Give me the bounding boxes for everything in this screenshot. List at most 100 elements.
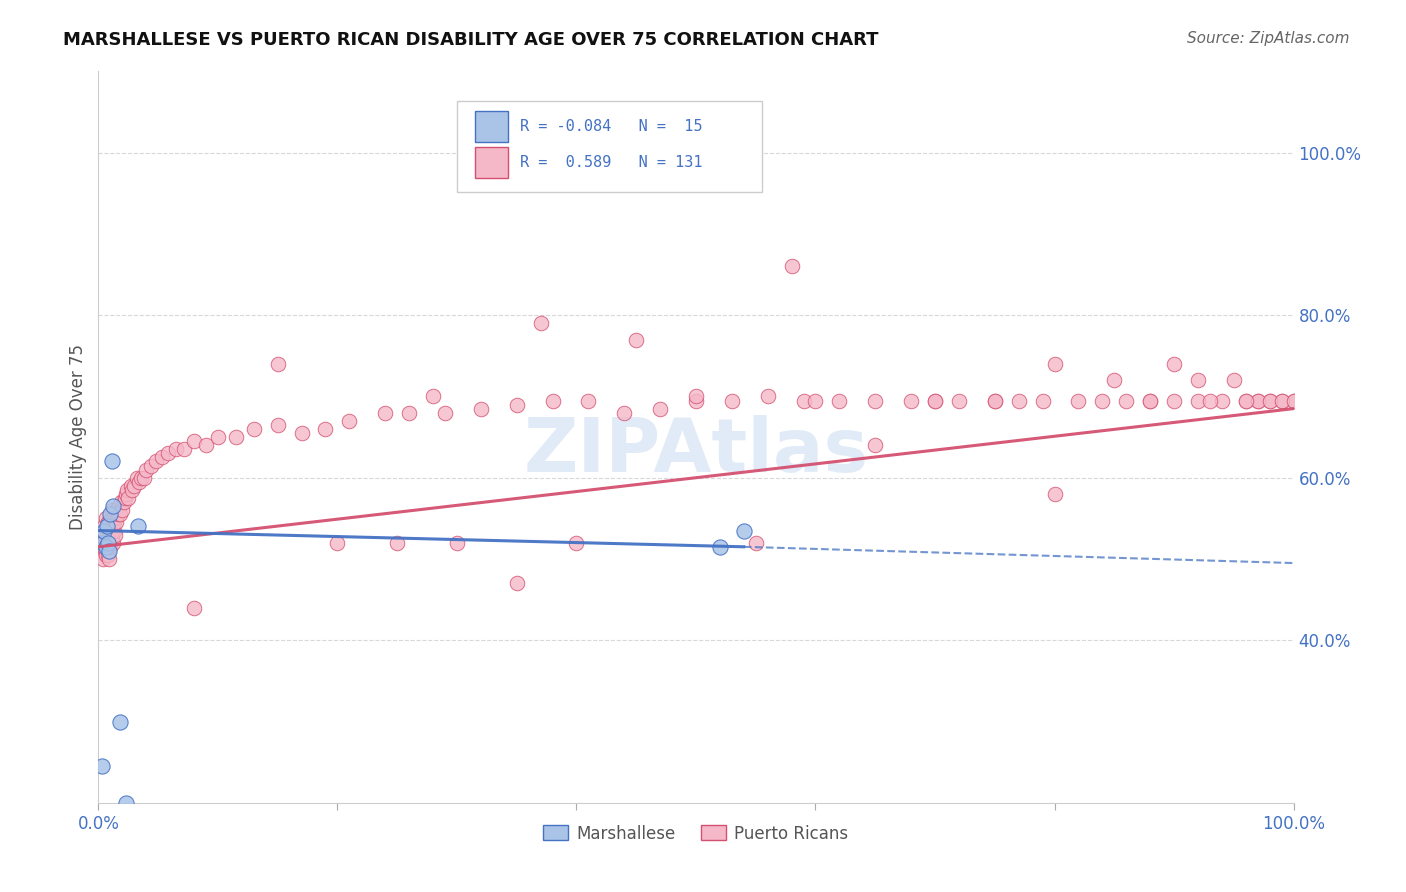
Point bbox=[1258, 393, 1281, 408]
Point bbox=[326, 535, 349, 549]
Point bbox=[225, 430, 247, 444]
Point bbox=[1163, 357, 1185, 371]
Point bbox=[315, 422, 337, 436]
Point bbox=[565, 535, 588, 549]
Point bbox=[115, 796, 138, 810]
Point bbox=[117, 491, 139, 505]
Point bbox=[101, 535, 124, 549]
Point bbox=[1187, 373, 1209, 387]
Point bbox=[1163, 393, 1185, 408]
Legend: Marshallese, Puerto Ricans: Marshallese, Puerto Ricans bbox=[537, 818, 855, 849]
Point bbox=[626, 333, 648, 347]
Point bbox=[398, 406, 420, 420]
Point bbox=[1271, 393, 1294, 408]
Point bbox=[613, 406, 636, 420]
Point bbox=[108, 508, 131, 522]
Point bbox=[100, 454, 122, 468]
Point bbox=[97, 548, 120, 562]
Point bbox=[506, 576, 529, 591]
Point bbox=[100, 503, 122, 517]
Point bbox=[114, 491, 136, 505]
Point bbox=[131, 471, 153, 485]
Point bbox=[135, 462, 157, 476]
Point bbox=[1091, 393, 1114, 408]
Point bbox=[756, 389, 779, 403]
Point bbox=[685, 393, 707, 408]
Point bbox=[97, 535, 120, 549]
Point bbox=[1282, 393, 1305, 408]
Point bbox=[91, 535, 114, 549]
Point bbox=[91, 552, 114, 566]
Point bbox=[267, 417, 290, 432]
Point bbox=[98, 544, 121, 558]
Point bbox=[96, 524, 118, 538]
Point bbox=[422, 389, 444, 403]
Point bbox=[156, 446, 179, 460]
Point bbox=[107, 508, 129, 522]
Point bbox=[127, 519, 149, 533]
Point bbox=[865, 393, 887, 408]
Point bbox=[1247, 393, 1270, 408]
Point bbox=[924, 393, 946, 408]
Point bbox=[111, 503, 134, 517]
Point bbox=[984, 393, 1007, 408]
Point bbox=[145, 454, 167, 468]
Point bbox=[1199, 393, 1222, 408]
Point bbox=[91, 540, 114, 554]
Point bbox=[100, 527, 122, 541]
Point bbox=[165, 442, 187, 457]
Point bbox=[107, 499, 129, 513]
Point bbox=[132, 471, 155, 485]
Point bbox=[339, 414, 361, 428]
Point bbox=[183, 600, 205, 615]
Point bbox=[94, 532, 117, 546]
Point bbox=[128, 475, 150, 489]
Point bbox=[93, 527, 115, 541]
Point bbox=[745, 535, 768, 549]
Point bbox=[121, 483, 143, 497]
Point bbox=[1067, 393, 1090, 408]
Point bbox=[98, 508, 122, 522]
Text: R =  0.589   N = 131: R = 0.589 N = 131 bbox=[520, 155, 703, 170]
Point bbox=[924, 393, 946, 408]
Text: Source: ZipAtlas.com: Source: ZipAtlas.com bbox=[1187, 31, 1350, 46]
Point bbox=[101, 499, 124, 513]
Point bbox=[780, 260, 803, 274]
Point bbox=[804, 393, 827, 408]
Point bbox=[446, 535, 468, 549]
Point bbox=[1043, 357, 1066, 371]
Point bbox=[98, 527, 122, 541]
Text: R = -0.084   N =  15: R = -0.084 N = 15 bbox=[520, 119, 703, 134]
Point bbox=[1104, 373, 1126, 387]
Point bbox=[721, 393, 744, 408]
Point bbox=[709, 540, 731, 554]
Point bbox=[385, 535, 409, 549]
Point bbox=[506, 398, 529, 412]
Point bbox=[103, 524, 125, 538]
Point bbox=[541, 393, 564, 408]
Point bbox=[105, 516, 128, 530]
Point bbox=[793, 393, 815, 408]
Point bbox=[648, 401, 672, 416]
Point bbox=[94, 548, 117, 562]
Point bbox=[1187, 393, 1209, 408]
Point bbox=[1043, 487, 1066, 501]
Point bbox=[1282, 393, 1305, 408]
Point bbox=[93, 519, 115, 533]
Point bbox=[733, 524, 755, 538]
Point bbox=[125, 471, 148, 485]
Point bbox=[97, 544, 120, 558]
Point bbox=[104, 527, 127, 541]
Point bbox=[108, 714, 131, 729]
Point bbox=[120, 479, 142, 493]
Point bbox=[173, 442, 195, 457]
Point bbox=[124, 479, 146, 493]
Point bbox=[98, 519, 121, 533]
Point bbox=[243, 422, 266, 436]
Point bbox=[195, 438, 218, 452]
Point bbox=[434, 406, 457, 420]
FancyBboxPatch shape bbox=[475, 111, 509, 142]
Point bbox=[1234, 393, 1257, 408]
Point bbox=[150, 450, 173, 465]
Point bbox=[91, 535, 114, 549]
